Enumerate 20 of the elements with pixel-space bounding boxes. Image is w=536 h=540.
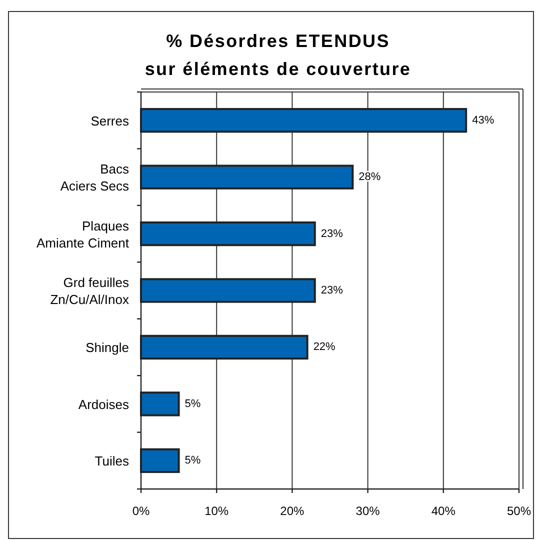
x-tick-label: 20% <box>280 504 305 518</box>
y-tick-label: Plaques Amiante Ciment <box>36 218 130 250</box>
data-label: 23% <box>320 228 344 240</box>
y-tick-label: Grd feuilles Zn/Cu/Al/Inox <box>50 274 130 306</box>
data-label: 43% <box>472 114 494 126</box>
x-tick-label: 30% <box>356 504 380 518</box>
chart-title: % Désordres ETENDUS sur éléments de couverture <box>144 31 412 79</box>
y-tick-label: Serres <box>90 112 130 128</box>
x-tick-label: 40% <box>431 504 456 518</box>
y-tick-label: Ardoises <box>78 396 130 412</box>
data-label: 5% <box>184 398 201 410</box>
y-tick-label: Tuiles <box>94 453 130 468</box>
y-tick-label: Bacs Aciers Secs <box>60 161 130 194</box>
y-tick-label: Shingle <box>86 340 129 355</box>
data-label: 22% <box>313 341 336 354</box>
data-label: 5% <box>184 454 201 467</box>
data-label: 23% <box>320 284 344 296</box>
x-tick-label: 10% <box>204 504 229 518</box>
x-tick-label: 0% <box>132 504 150 518</box>
x-tick-label: 50% <box>506 504 532 518</box>
